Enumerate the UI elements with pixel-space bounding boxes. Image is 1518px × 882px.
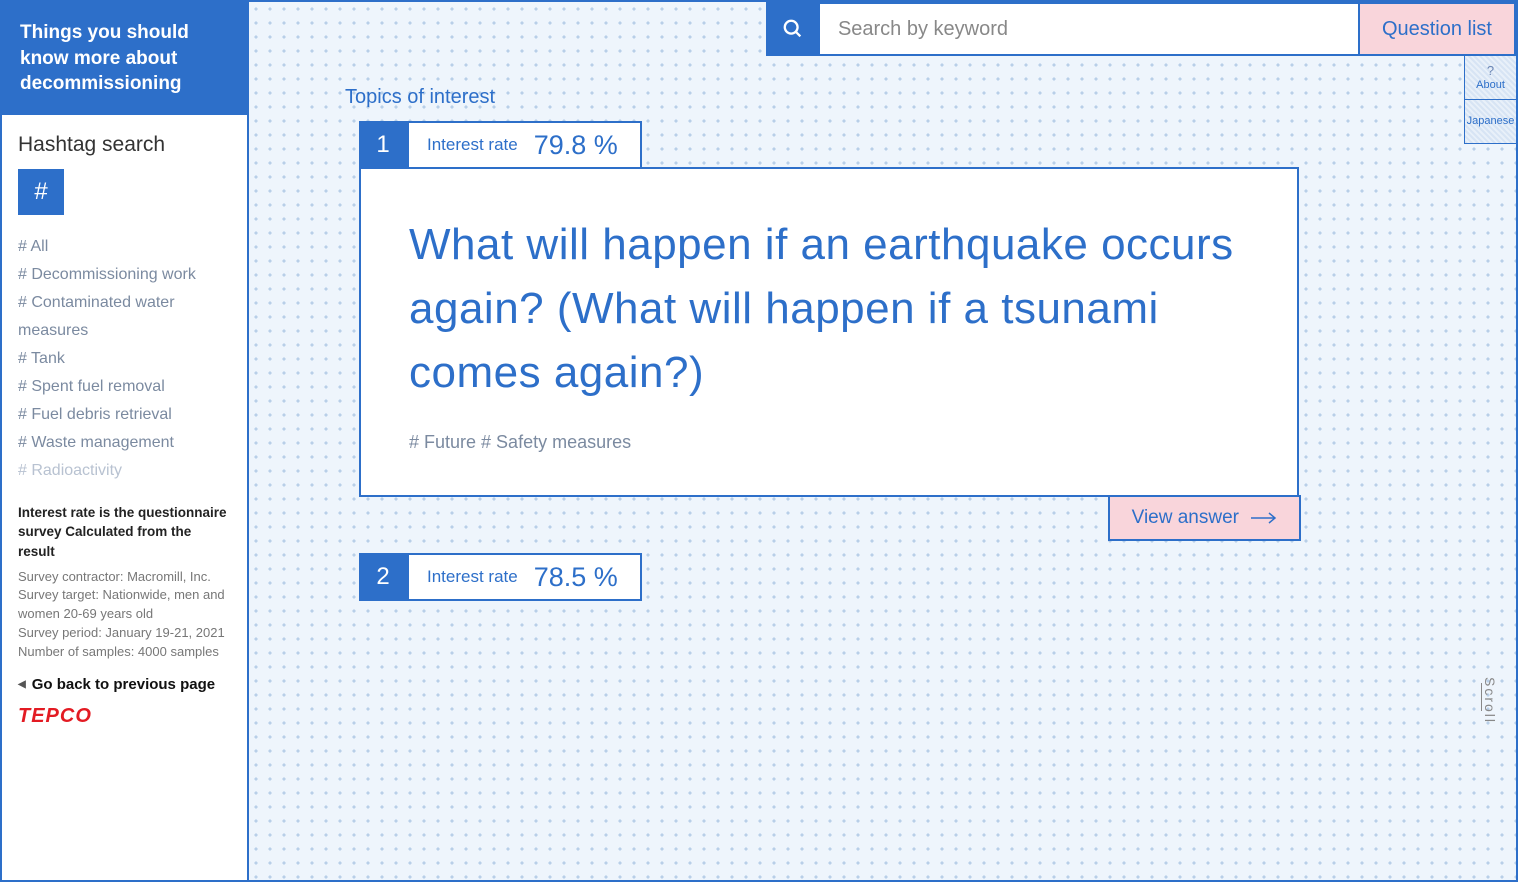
japanese-tab[interactable]: Japanese bbox=[1464, 100, 1516, 144]
topic-card-body: What will happen if an earthquake occurs… bbox=[359, 167, 1299, 497]
search-input[interactable] bbox=[820, 2, 1360, 56]
survey-note-line: Survey contractor: Macromill, Inc. bbox=[18, 568, 231, 587]
rate-box: Interest rate 78.5 % bbox=[407, 553, 642, 601]
tepco-logo: TEPCO bbox=[2, 699, 247, 740]
rank-number: 2 bbox=[359, 553, 407, 601]
sidebar: Things you should know more about decomm… bbox=[2, 2, 247, 880]
about-tab-label: About bbox=[1476, 79, 1505, 92]
main-content: Question list ? About Japanese Topics of… bbox=[247, 2, 1516, 880]
rate-value: 78.5 % bbox=[534, 562, 618, 593]
topic-hashtags: # Future # Safety measures bbox=[409, 432, 1249, 453]
hashtag-list: # All # Decommissioning work # Contamina… bbox=[2, 233, 247, 485]
rate-label: Interest rate bbox=[427, 567, 518, 587]
survey-note-line: Survey period: January 19-21, 2021 bbox=[18, 624, 231, 643]
about-tab-question-icon: ? bbox=[1487, 63, 1494, 79]
question-list-button[interactable]: Question list bbox=[1360, 2, 1516, 56]
hashtag-item-contaminated[interactable]: # Contaminated water measures bbox=[18, 289, 247, 345]
topbar: Question list bbox=[249, 2, 1516, 56]
rate-label: Interest rate bbox=[427, 135, 518, 155]
japanese-tab-label: Japanese bbox=[1467, 115, 1515, 128]
hashtag-item-tank[interactable]: # Tank bbox=[18, 345, 247, 373]
hashtag-search-title: Hashtag search bbox=[2, 115, 247, 169]
search-button[interactable] bbox=[766, 2, 820, 56]
hash-icon: # bbox=[18, 169, 64, 215]
hashtag-item-spent-fuel[interactable]: # Spent fuel removal bbox=[18, 373, 247, 401]
hashtag-item-decommissioning[interactable]: # Decommissioning work bbox=[18, 261, 247, 289]
rate-value: 79.8 % bbox=[534, 130, 618, 161]
back-link[interactable]: Go back to previous page bbox=[2, 662, 247, 699]
view-answer-button[interactable]: View answer bbox=[1108, 495, 1301, 541]
topic-question: What will happen if an earthquake occurs… bbox=[409, 213, 1249, 404]
survey-note: Interest rate is the questionnaire surve… bbox=[2, 485, 247, 662]
survey-note-line: Number of samples: 4000 samples bbox=[18, 643, 231, 662]
scroll-hint: Scroll bbox=[1481, 677, 1498, 724]
rate-bar: 1 Interest rate 79.8 % bbox=[359, 121, 1299, 169]
topic-card-1: 1 Interest rate 79.8 % What will happen … bbox=[359, 121, 1299, 497]
hashtag-item-all[interactable]: # All bbox=[18, 233, 247, 261]
topic-card-2: 2 Interest rate 78.5 % bbox=[359, 553, 1299, 601]
hashtag-item-fuel-debris[interactable]: # Fuel debris retrieval bbox=[18, 401, 247, 429]
section-title: Topics of interest bbox=[345, 86, 1516, 109]
rate-box: Interest rate 79.8 % bbox=[407, 121, 642, 169]
side-tabs: ? About Japanese bbox=[1464, 56, 1516, 144]
hashtag-item-waste[interactable]: # Waste management bbox=[18, 429, 247, 457]
rank-number: 1 bbox=[359, 121, 407, 169]
survey-note-line: Survey target: Nationwide, men and women… bbox=[18, 586, 231, 624]
search-icon bbox=[782, 18, 804, 40]
back-link-label: Go back to previous page bbox=[32, 676, 215, 693]
app-layout: Things you should know more about decomm… bbox=[0, 0, 1518, 882]
sidebar-title: Things you should know more about decomm… bbox=[2, 2, 247, 115]
arrow-right-icon bbox=[1251, 511, 1277, 525]
survey-note-heading: Interest rate is the questionnaire surve… bbox=[18, 503, 231, 562]
hashtag-item-radioactivity[interactable]: # Radioactivity bbox=[18, 457, 247, 485]
view-answer-label: View answer bbox=[1132, 507, 1239, 529]
rate-bar: 2 Interest rate 78.5 % bbox=[359, 553, 1299, 601]
about-tab[interactable]: ? About bbox=[1464, 56, 1516, 100]
topbar-spacer bbox=[249, 2, 766, 56]
